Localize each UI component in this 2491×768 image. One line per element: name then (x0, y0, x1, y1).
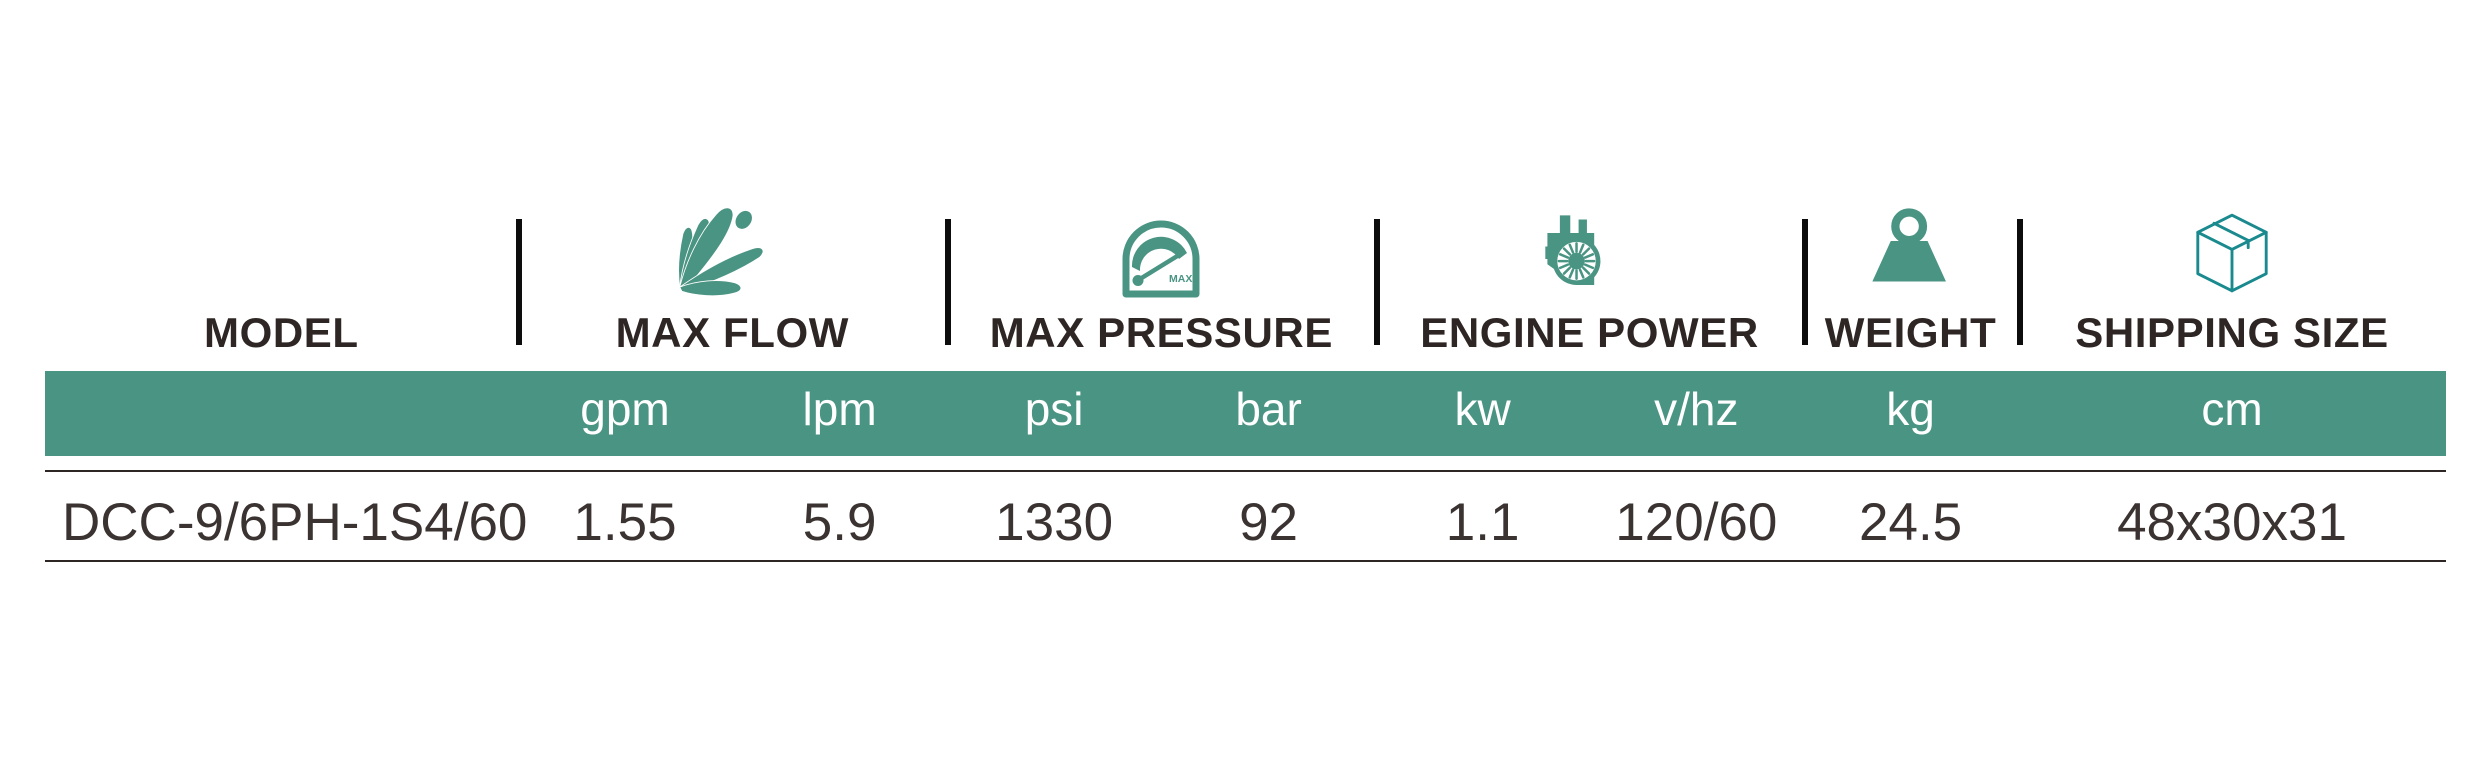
svg-text:MAX: MAX (1169, 273, 1192, 285)
